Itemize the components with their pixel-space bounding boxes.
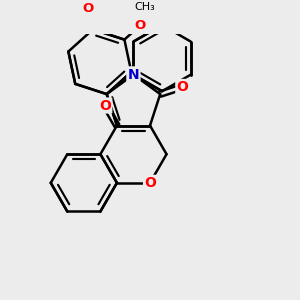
Text: O: O	[99, 98, 111, 112]
Text: O: O	[135, 19, 146, 32]
Text: N: N	[128, 68, 139, 82]
Text: O: O	[176, 80, 188, 94]
Text: N: N	[128, 68, 139, 82]
Text: O: O	[144, 176, 156, 190]
Text: CH₃: CH₃	[134, 2, 155, 11]
Text: O: O	[83, 2, 94, 15]
